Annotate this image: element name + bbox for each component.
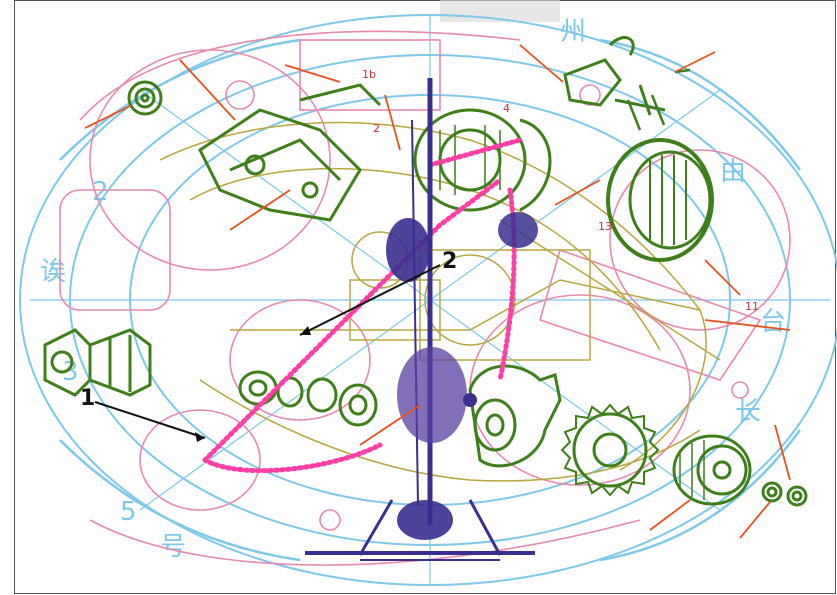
glyph: 2 [92,177,109,207]
small-label: 2 [373,122,380,135]
small-washers [761,481,808,507]
glyph: 台 [760,307,786,337]
green-parts [43,36,808,507]
solenoid-left [43,328,152,397]
glyph: 5 [120,497,137,527]
small-label: 4 [503,102,510,115]
bead-chain-main [202,177,503,463]
callout-1-leader [94,401,206,439]
callout-2-leader [299,264,441,336]
pinion-gear [560,403,660,497]
glyph: 3 [62,357,79,387]
small-labels: 1b 2 11 13 4 [362,68,759,313]
spool-top-left [127,80,163,116]
callout-label-2: 2 [442,249,457,274]
small-label: 13 [598,220,612,233]
small-label: 1b [362,68,376,81]
callout-label-1: 1 [80,386,95,411]
figure-frame [14,0,836,594]
pulley [672,434,752,506]
callouts: 1 2 [80,249,457,442]
bead-chain-lower [202,442,383,474]
leader-lines [84,44,791,539]
display-stand [305,78,538,561]
glyph: 号 [160,532,186,562]
washer-row [238,370,378,427]
glyph: 长 [735,397,761,427]
glyph: 诶 [40,257,66,287]
bracket-assembly [198,83,382,222]
drive-housing [468,364,562,468]
callout-1-arrowhead [195,432,205,442]
stator-ring [606,138,714,262]
callout-2-arrowhead [300,326,311,335]
glyph: 州 [560,17,586,47]
small-label: 11 [745,300,759,313]
blue-glyphs: 诶 3 由 台 长 2 5 州 号 [40,17,786,562]
glyph: 由 [720,157,746,187]
bead-chain-top [427,137,523,168]
